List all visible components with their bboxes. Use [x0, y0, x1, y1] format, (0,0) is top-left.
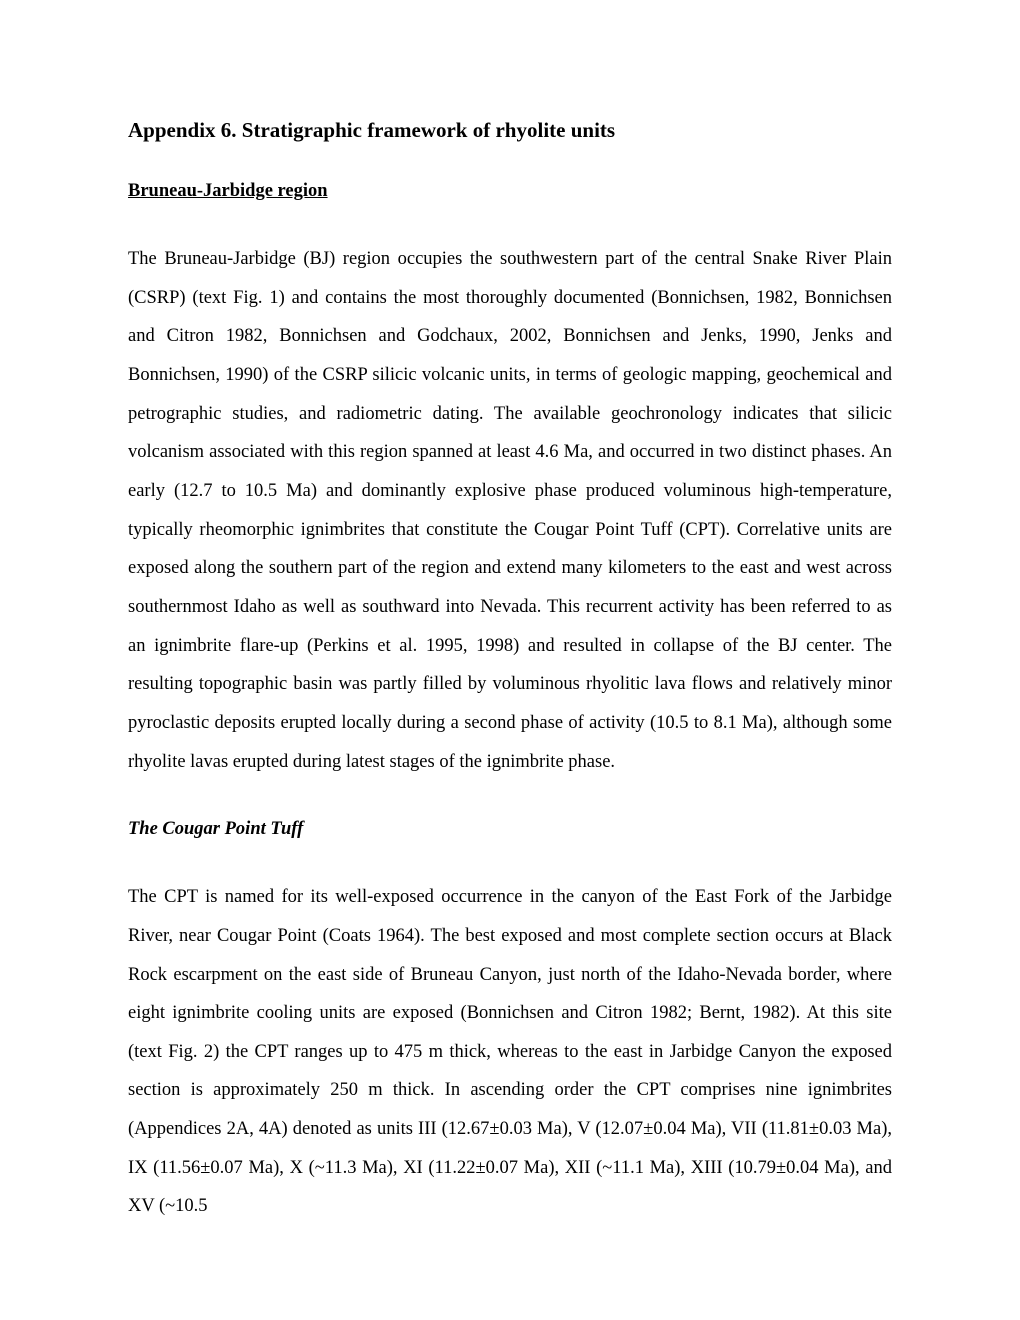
paragraph-1: The Bruneau-Jarbidge (BJ) region occupie…: [128, 240, 892, 781]
section-heading: Bruneau-Jarbidge region: [128, 181, 892, 202]
subsection-heading: The Cougar Point Tuff: [128, 819, 892, 840]
document-title: Appendix 6. Stratigraphic framework of r…: [128, 118, 892, 143]
paragraph-2: The CPT is named for its well-exposed oc…: [128, 878, 892, 1226]
